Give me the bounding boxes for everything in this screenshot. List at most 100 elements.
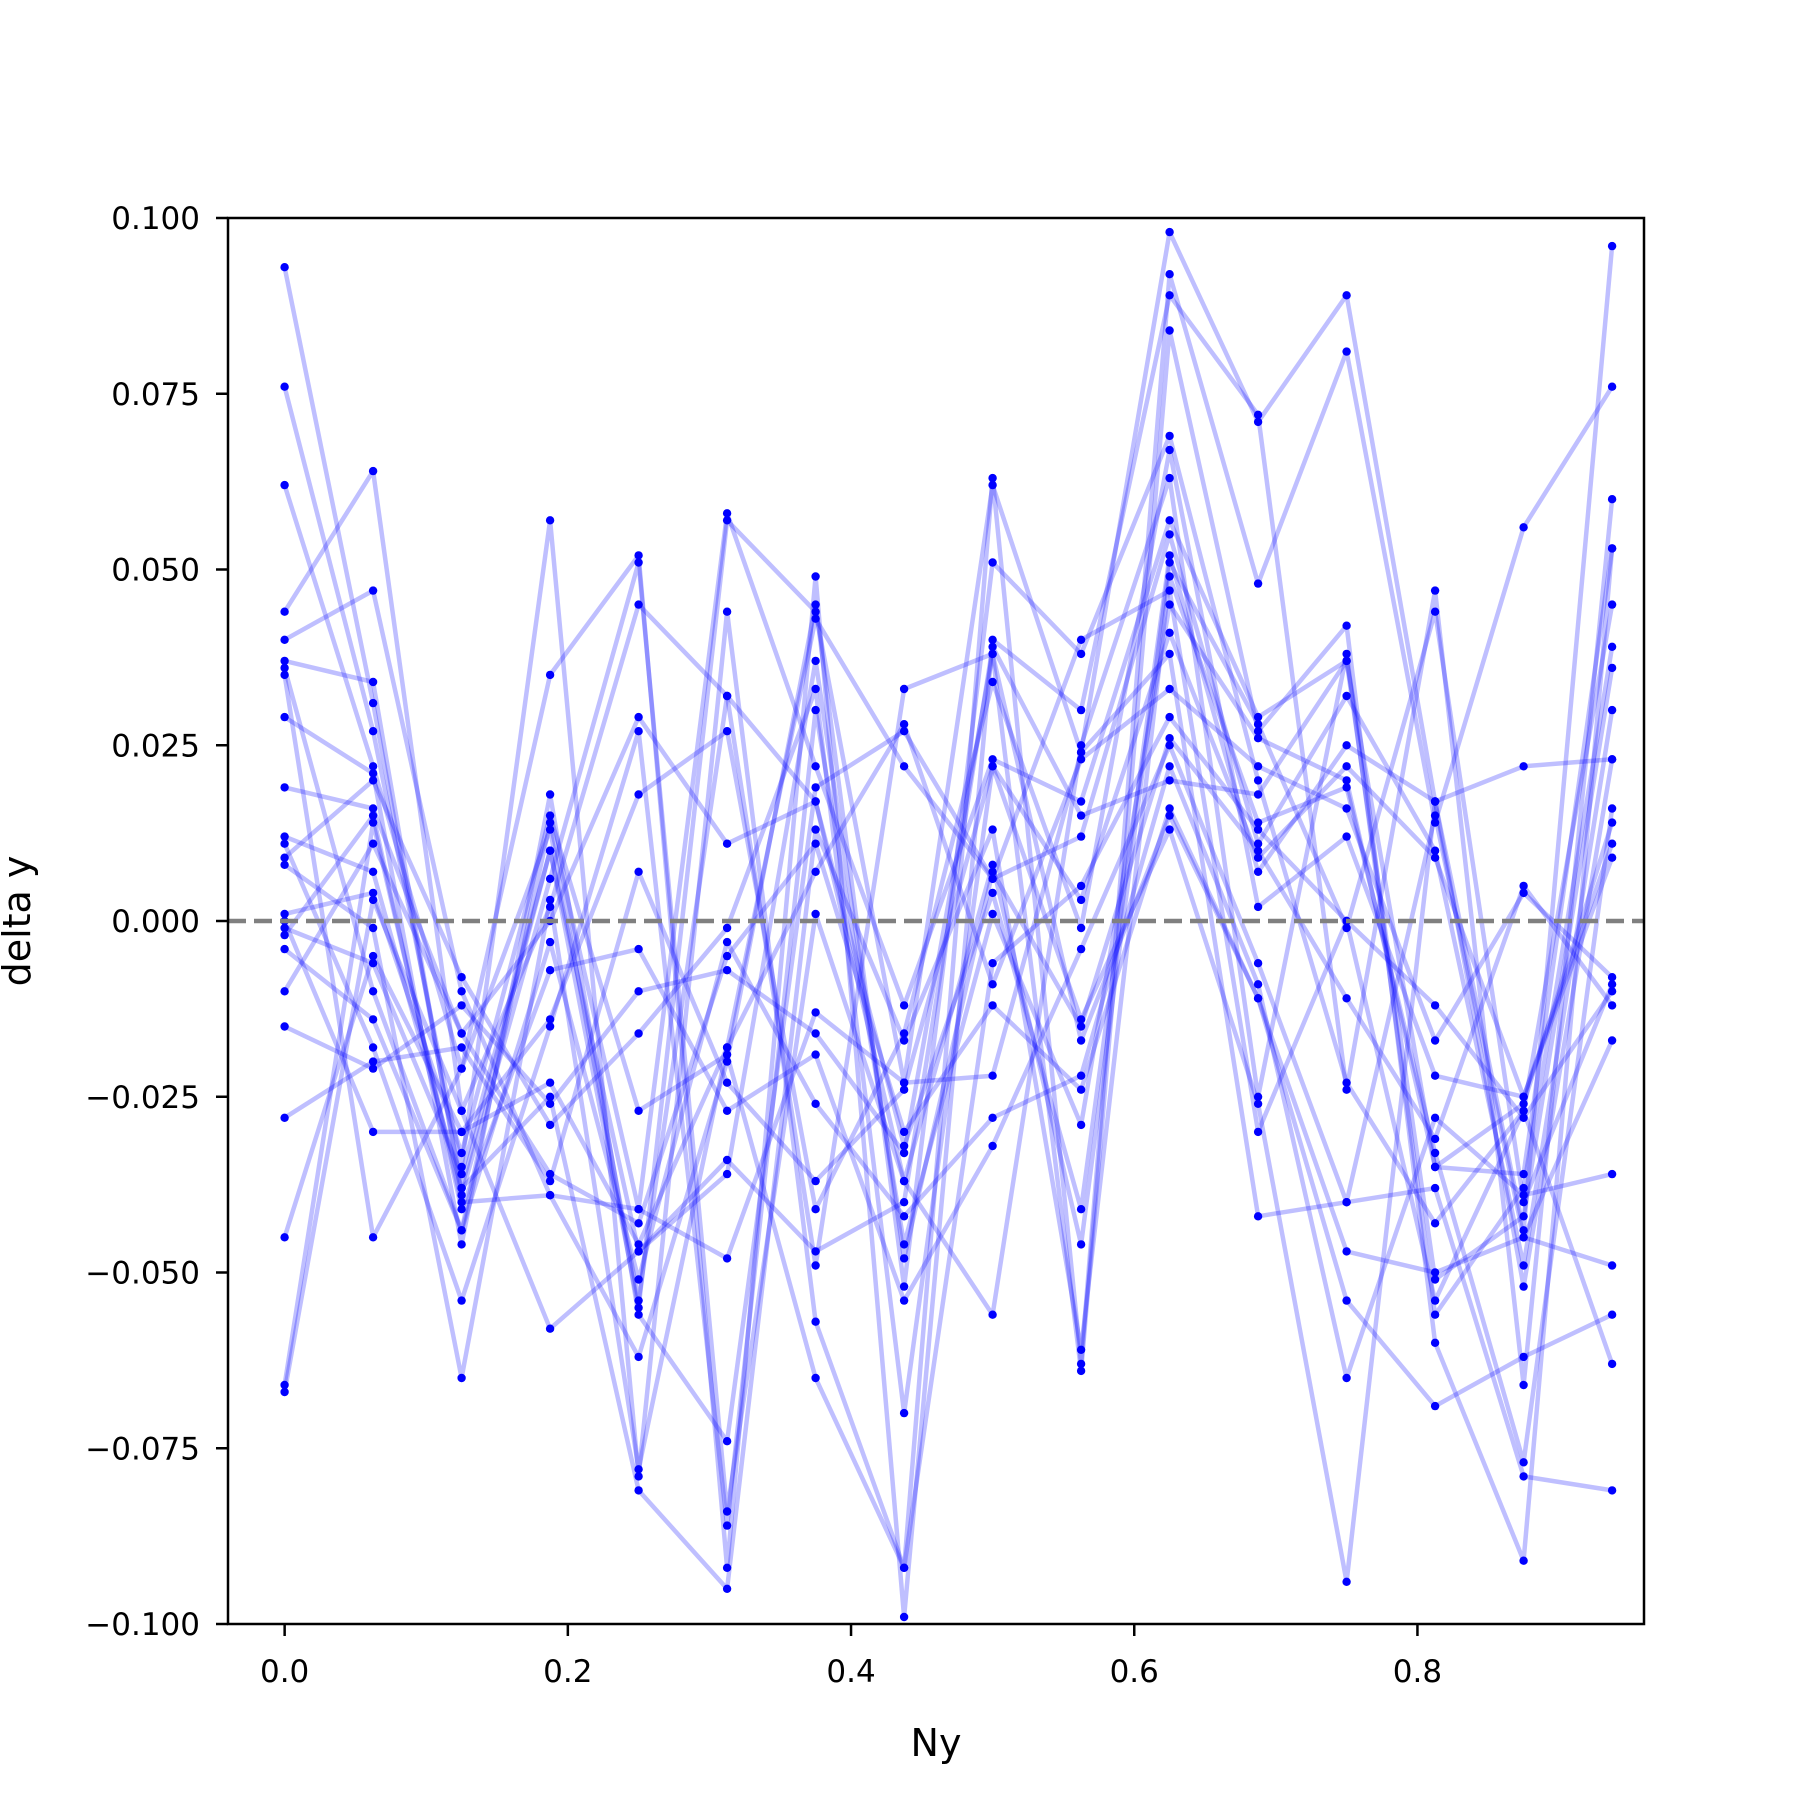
data-point [457,1205,466,1214]
data-point [722,1521,732,1530]
data-point [722,1078,732,1087]
data-point [280,1380,289,1390]
data-point [1607,755,1617,764]
data-point [1342,1373,1351,1383]
data-point [368,776,378,785]
data-point [722,516,732,525]
data-point [1253,867,1263,876]
data-point [988,860,997,869]
data-point [811,783,820,792]
data-point [368,811,378,820]
data-point [634,727,643,736]
data-point [811,1050,820,1059]
data-point [1607,1169,1617,1179]
data-point [1342,347,1351,356]
data-point [634,1247,643,1256]
data-point [1607,705,1617,715]
data-point [1519,1556,1528,1565]
data-point [988,642,997,651]
data-point [1342,1085,1351,1094]
data-point [457,1001,466,1010]
data-point [1519,1352,1528,1362]
data-point [811,1317,820,1326]
data-point [280,712,289,722]
data-point [634,790,643,799]
data-point [1165,572,1174,581]
data-point [1607,987,1617,996]
data-point [899,1212,909,1221]
data-point [1607,663,1617,673]
series-line [282,548,1615,1393]
data-point [1165,445,1174,455]
data-point [1519,1169,1528,1179]
data-point [988,980,997,989]
data-point [899,1085,909,1094]
data-point [368,1043,378,1052]
data-point [722,691,732,701]
data-point [1076,797,1086,806]
data-point [722,1507,732,1516]
data-point [1430,1268,1440,1277]
data-point [1342,1577,1351,1587]
data-point [899,1282,909,1291]
data-point [1519,1226,1528,1235]
data-point [1165,291,1174,300]
data-point [988,874,997,883]
data-point [722,1584,732,1594]
data-point [634,1029,643,1038]
data-point [545,902,555,912]
series-line [282,743,1615,1303]
data-point [1253,712,1263,722]
data-point [634,1352,643,1362]
data-point [1076,1015,1086,1024]
data-point [280,480,289,490]
data-point [899,1127,909,1137]
y-tick-label: −0.050 [85,1256,200,1292]
data-point [457,1162,466,1172]
data-point [545,670,555,680]
data-point [1519,1106,1528,1116]
data-point [457,1148,466,1158]
data-point [545,1092,555,1102]
data-point [1430,1275,1440,1284]
data-point [722,1169,732,1179]
data-point [988,888,997,898]
data-point [1165,270,1174,279]
series-line [283,686,1614,1472]
data-point [1076,881,1086,891]
data-point [1607,818,1617,827]
data-point [811,1008,820,1017]
series-line [284,553,1615,1289]
plot-frame [226,216,1646,1626]
data-point [811,797,820,806]
data-point [1253,417,1263,427]
data-point [457,1373,466,1383]
data-point [457,1064,466,1073]
data-point [545,1120,555,1130]
data-point [368,804,378,813]
series-line [283,532,1615,1444]
data-point [634,551,643,560]
data-point [1253,839,1263,848]
data-point [1165,227,1174,237]
data-point [988,762,997,771]
data-point [811,762,820,771]
data-point [1076,895,1086,905]
data-point [634,600,643,609]
data-point [722,1050,732,1059]
series-line [284,714,1614,1571]
data-point [1076,649,1086,659]
data-point [722,937,732,947]
data-point [722,966,732,975]
data-point [811,1099,820,1109]
data-point [1165,516,1174,525]
data-point [988,677,997,687]
data-point [1076,755,1086,764]
x-tick-label: 0.4 [826,1654,875,1690]
data-point [722,1254,732,1263]
data-point [545,1078,555,1087]
data-point [1076,1366,1086,1376]
data-point [899,1254,909,1263]
data-point [1253,818,1263,827]
data-point [280,1113,289,1123]
